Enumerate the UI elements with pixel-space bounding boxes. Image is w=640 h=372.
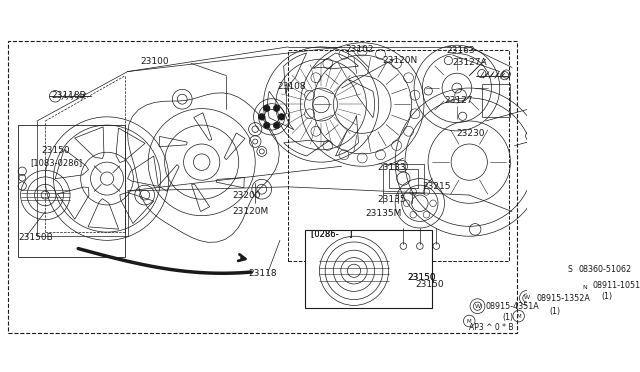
Text: 23118B: 23118B [51, 91, 86, 100]
Text: (1): (1) [601, 292, 612, 301]
Text: [0286-    ]: [0286- ] [311, 229, 353, 238]
Text: S: S [567, 266, 572, 275]
Text: 08911-10510: 08911-10510 [593, 281, 640, 290]
Circle shape [259, 113, 265, 120]
Circle shape [273, 105, 280, 112]
Bar [305, 230, 432, 308]
Text: 23200: 23200 [232, 190, 260, 199]
Text: N: N [582, 285, 587, 290]
Text: 23150: 23150 [41, 146, 70, 155]
Text: 23102: 23102 [346, 45, 374, 54]
Text: 23135: 23135 [377, 195, 406, 204]
Text: 23230: 23230 [456, 129, 484, 138]
Text: 23108: 23108 [277, 82, 306, 91]
Text: 23118: 23118 [248, 269, 277, 278]
Text: W: W [474, 304, 481, 309]
Circle shape [273, 122, 280, 129]
Text: 23135M: 23135M [365, 209, 402, 218]
Text: 23150: 23150 [408, 273, 436, 282]
Text: 23100: 23100 [140, 57, 168, 66]
Text: 23120N: 23120N [383, 55, 418, 65]
Bar [388, 169, 418, 189]
Text: (1): (1) [502, 313, 513, 322]
Text: W: W [524, 295, 530, 301]
Bar [288, 50, 509, 261]
Text: 23120M: 23120M [232, 207, 268, 216]
Text: [0286-    ]: [0286- ] [311, 229, 353, 238]
Text: 23150: 23150 [416, 280, 444, 289]
Text: 23127A: 23127A [452, 58, 488, 67]
Text: 08915-4351A: 08915-4351A [486, 302, 540, 311]
Text: M: M [516, 314, 521, 318]
Text: 23163: 23163 [446, 46, 475, 55]
Text: 23215: 23215 [422, 182, 451, 190]
Text: 08360-51062: 08360-51062 [579, 264, 632, 274]
Text: AP3 ^ 0 * B: AP3 ^ 0 * B [469, 323, 514, 332]
Bar [18, 125, 125, 257]
Text: 23127: 23127 [445, 96, 473, 105]
Text: [1083-0286]: [1083-0286] [31, 158, 83, 167]
Circle shape [264, 105, 270, 112]
Text: M: M [467, 318, 472, 324]
Bar [481, 84, 511, 117]
Circle shape [278, 113, 285, 120]
Circle shape [264, 122, 270, 129]
Bar [383, 164, 424, 193]
Text: 23133: 23133 [377, 163, 406, 171]
Text: 23150: 23150 [408, 273, 436, 282]
Text: 23150B: 23150B [18, 233, 53, 243]
Text: (1): (1) [549, 307, 560, 317]
Text: 08915-1352A: 08915-1352A [537, 294, 591, 303]
